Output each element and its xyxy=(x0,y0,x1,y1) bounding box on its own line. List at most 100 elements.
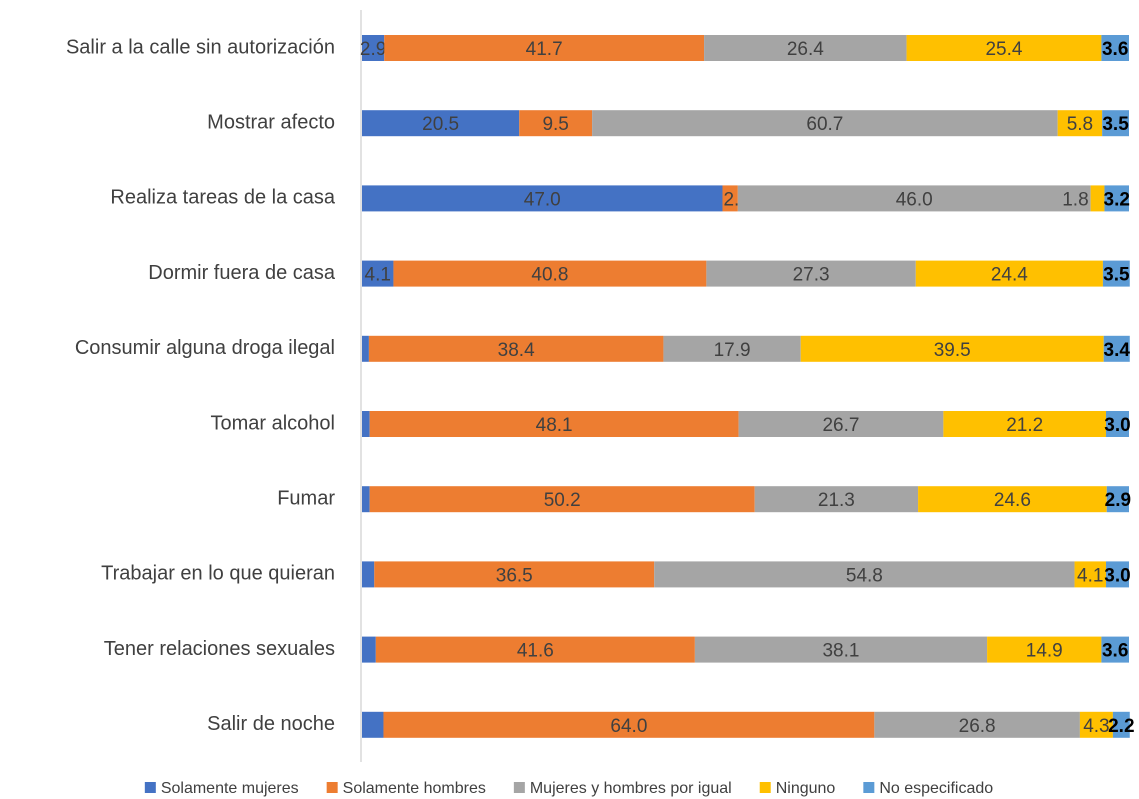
bar-segment xyxy=(368,335,664,362)
data-label: 3.0 xyxy=(1104,565,1130,586)
bar-segment xyxy=(738,411,944,437)
data-label: 2.2 xyxy=(1108,716,1134,737)
category-label: Salir de noche xyxy=(207,713,335,735)
data-label: 54.8 xyxy=(846,565,883,586)
bar-segment xyxy=(694,636,988,663)
legend-swatch xyxy=(144,782,156,793)
bar-segment xyxy=(1106,486,1129,513)
legend-swatch xyxy=(759,782,771,793)
bar-segment xyxy=(754,486,919,513)
category-label: Salir a la calle sin autorización xyxy=(66,36,335,58)
data-label: 3.5 xyxy=(1102,114,1129,135)
bar-segment xyxy=(362,411,370,437)
legend-label: Solamente hombres xyxy=(343,780,486,797)
bar-segment xyxy=(663,335,801,362)
data-label: 25.4 xyxy=(985,39,1022,60)
data-label: 41.6 xyxy=(517,641,554,662)
data-label: 21.3 xyxy=(818,490,855,511)
legend-swatch xyxy=(326,782,338,793)
category-label: Trabajar en lo que quieran xyxy=(101,563,335,585)
bar-segment xyxy=(1102,260,1130,287)
bar-segment xyxy=(374,561,655,588)
data-label: 4.1 xyxy=(1077,565,1103,586)
data-label: 40.8 xyxy=(531,265,568,286)
category-label: Tener relaciones sexuales xyxy=(104,638,335,660)
bar-segment xyxy=(369,411,739,437)
data-label: 24.6 xyxy=(994,490,1031,511)
bar-segment xyxy=(1102,110,1129,137)
bar-segment xyxy=(915,260,1103,287)
data-label: 27.3 xyxy=(793,265,830,286)
bar-segment xyxy=(393,260,707,287)
bar-segment xyxy=(706,260,916,287)
data-label: 2.9 xyxy=(360,39,386,60)
data-label: 4.3 xyxy=(1083,716,1109,737)
bar-segment xyxy=(519,110,593,137)
bar-segment xyxy=(362,486,370,513)
data-label: 21.2 xyxy=(1006,415,1043,436)
bar-segment xyxy=(943,411,1106,437)
data-label: 48.1 xyxy=(536,415,573,436)
bar-segment xyxy=(362,711,384,738)
category-label: Dormir fuera de casa xyxy=(148,262,336,284)
bar-segment xyxy=(654,561,1075,588)
bar-segment xyxy=(592,110,1058,137)
data-label: 64.0 xyxy=(610,716,647,737)
data-label: 46.0 xyxy=(896,189,933,210)
data-label: 3.2 xyxy=(1104,189,1130,210)
bar-segment xyxy=(1079,711,1113,738)
data-label: 41.7 xyxy=(526,39,563,60)
bar-segment xyxy=(1105,411,1129,437)
bar-segment xyxy=(1074,561,1106,588)
data-label: 47.0 xyxy=(524,189,561,210)
bar-segment xyxy=(1103,335,1130,362)
bar-segment xyxy=(737,185,1091,212)
bar-segment xyxy=(987,636,1102,663)
bar-segment xyxy=(362,35,385,61)
bar-segment xyxy=(362,636,376,663)
bar-segment xyxy=(704,35,907,61)
bar-segment xyxy=(1104,185,1129,212)
bar-segment xyxy=(1101,35,1129,61)
data-label: 24.4 xyxy=(991,265,1028,286)
data-label: 5.8 xyxy=(1067,114,1093,135)
legend-swatch xyxy=(513,782,525,793)
data-label: 60.7 xyxy=(806,114,843,135)
data-label: 39.5 xyxy=(934,340,971,361)
bar-segment xyxy=(874,711,1080,738)
data-label: 4.1 xyxy=(365,265,391,286)
data-label: 3.0 xyxy=(1104,415,1130,436)
legend-label: No especificado xyxy=(879,780,993,797)
data-label: 3.5 xyxy=(1103,265,1130,286)
bar-segment xyxy=(369,486,755,513)
bar-segment xyxy=(722,185,738,212)
bar-segment xyxy=(1101,636,1129,663)
bar-segment xyxy=(384,35,705,61)
bar-segment xyxy=(1112,711,1130,738)
data-label: 17.9 xyxy=(714,340,751,361)
data-label: 38.1 xyxy=(822,641,859,662)
bar-segment xyxy=(1090,185,1105,212)
legend-swatch xyxy=(863,782,875,793)
category-label: Realiza tareas de la casa xyxy=(110,187,335,209)
bar-segment xyxy=(362,185,723,212)
legend-label: Ninguno xyxy=(776,780,836,797)
legend-label: Solamente mujeres xyxy=(161,780,299,797)
data-label: 26.7 xyxy=(822,415,859,436)
bar-segment xyxy=(362,110,520,137)
data-label: 14.9 xyxy=(1026,641,1063,662)
data-label: 2.9 xyxy=(1105,490,1131,511)
category-label: Tomar alcohol xyxy=(210,412,335,434)
data-label: 9.5 xyxy=(542,114,568,135)
bar-segment xyxy=(362,561,375,588)
bar-segment xyxy=(906,35,1102,61)
data-label: 20.5 xyxy=(422,114,459,135)
data-label: 3.6 xyxy=(1102,39,1128,60)
bar-segment xyxy=(362,260,394,287)
data-label: 36.5 xyxy=(496,565,533,586)
data-label: 3.6 xyxy=(1102,641,1128,662)
data-label: 26.8 xyxy=(959,716,996,737)
bar-segment xyxy=(375,636,695,663)
